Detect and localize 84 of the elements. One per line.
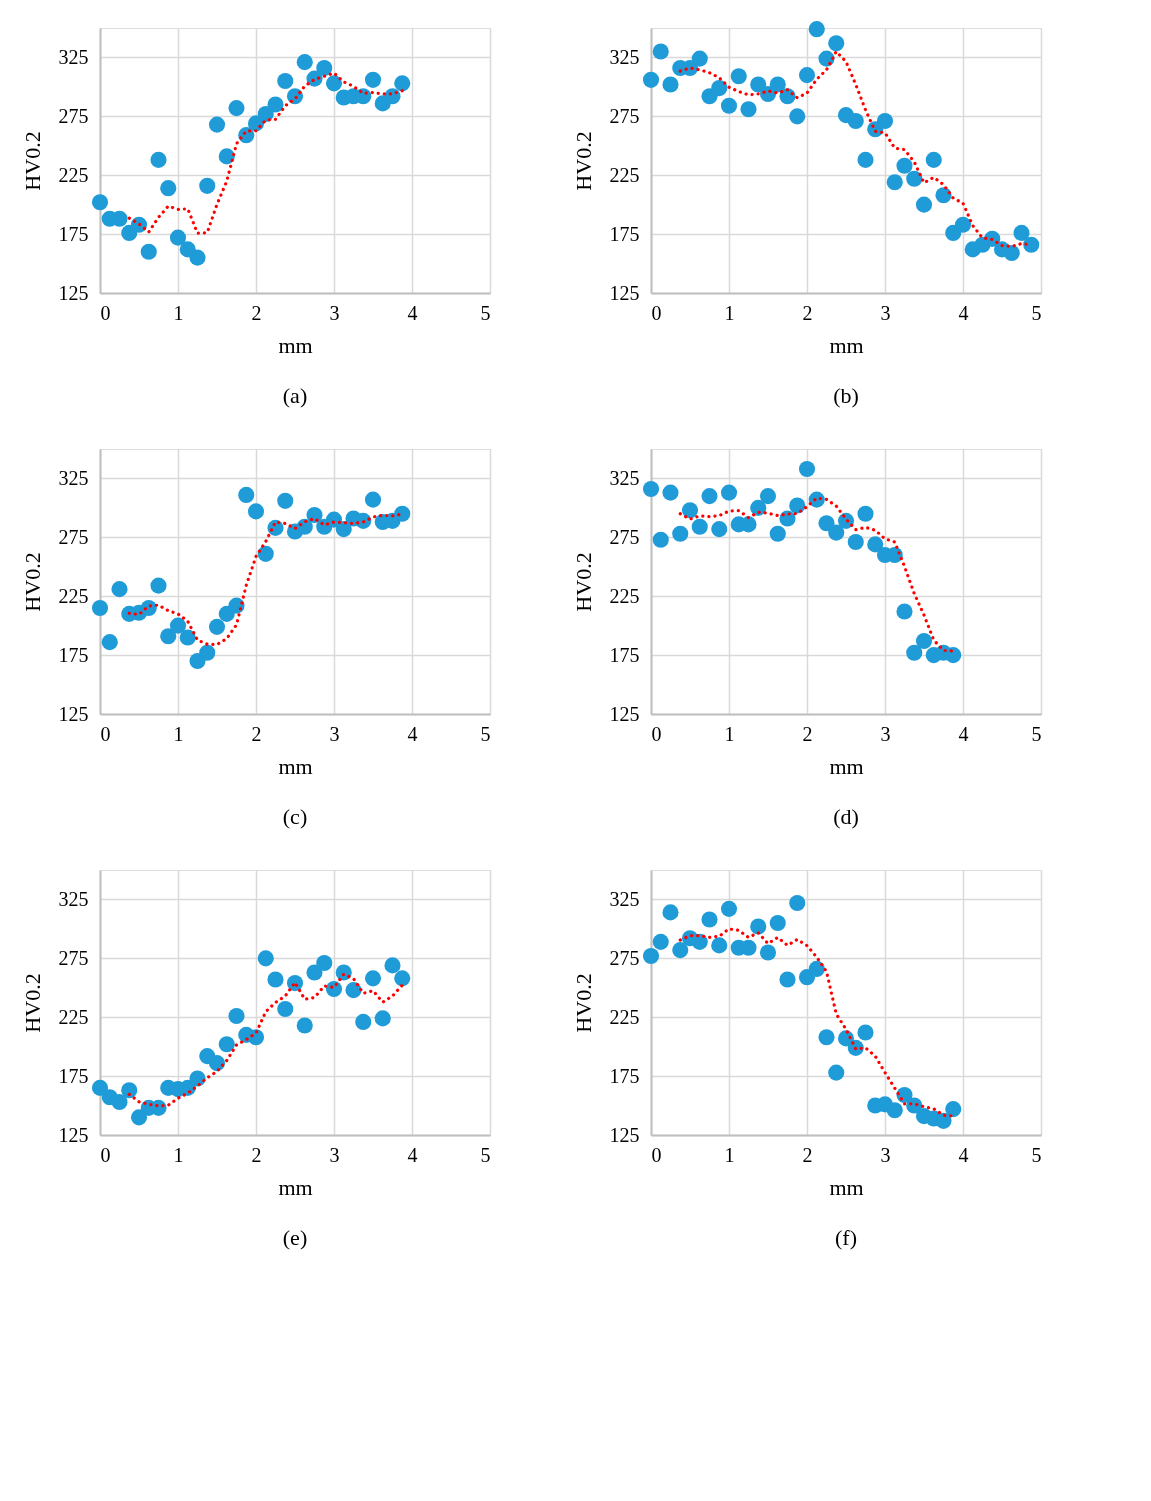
x-tick-label: 1 bbox=[724, 722, 735, 745]
text: (d) bbox=[833, 804, 859, 829]
x-tick-label: 5 bbox=[1031, 1143, 1042, 1166]
x-tick-label: 5 bbox=[1031, 301, 1042, 324]
x-tick-label: 1 bbox=[724, 1143, 735, 1166]
y-tick-label: 275 bbox=[609, 946, 640, 969]
y-tick-label: 225 bbox=[609, 584, 640, 607]
y-tick-label: 175 bbox=[609, 643, 640, 666]
y-axis-title: HV0.2 bbox=[19, 131, 45, 191]
y-tick-label: 175 bbox=[58, 643, 89, 666]
y-tick-label: 125 bbox=[58, 702, 89, 725]
y-tick-label: 275 bbox=[58, 525, 89, 548]
y-tick-label: 225 bbox=[609, 1005, 640, 1028]
y-tick-label: 325 bbox=[609, 466, 640, 489]
y-tick-label: 275 bbox=[609, 104, 640, 127]
y-tick-label: 225 bbox=[609, 163, 640, 186]
y-axis-title: HV0.2 bbox=[570, 131, 596, 191]
x-tick-label: 4 bbox=[407, 301, 418, 324]
y-tick-label: 125 bbox=[609, 1123, 640, 1146]
y-tick-label: 225 bbox=[58, 163, 89, 186]
x-axis-title: mm bbox=[278, 1174, 313, 1200]
y-tick-label: 175 bbox=[609, 1064, 640, 1087]
x-tick-label: 3 bbox=[880, 1143, 891, 1166]
y-tick-label: 175 bbox=[58, 222, 89, 245]
x-tick-label: 3 bbox=[880, 301, 891, 324]
x-tick-label: 1 bbox=[173, 722, 184, 745]
y-tick-label: 175 bbox=[609, 222, 640, 245]
y-axis-title: HV0.2 bbox=[19, 973, 45, 1033]
x-tick-label: 4 bbox=[958, 722, 969, 745]
x-axis-title: mm bbox=[278, 332, 313, 358]
y-axis-title: HV0.2 bbox=[570, 973, 596, 1033]
text: (e) bbox=[282, 1225, 308, 1250]
x-tick-label: 1 bbox=[173, 1143, 184, 1166]
x-tick-label: 0 bbox=[100, 722, 111, 745]
y-tick-label: 275 bbox=[58, 104, 89, 127]
x-tick-label: 0 bbox=[651, 301, 662, 324]
text: (a) bbox=[282, 383, 308, 408]
y-axis-title: HV0.2 bbox=[570, 552, 596, 612]
y-tick-label: 125 bbox=[58, 281, 89, 304]
x-tick-label: 0 bbox=[100, 301, 111, 324]
x-tick-label: 5 bbox=[480, 1143, 491, 1166]
y-tick-label: 325 bbox=[609, 887, 640, 910]
x-tick-label: 4 bbox=[407, 722, 418, 745]
y-axis-title: HV0.2 bbox=[19, 552, 45, 612]
x-axis-title: mm bbox=[278, 753, 313, 779]
x-tick-label: 0 bbox=[100, 1143, 111, 1166]
y-tick-label: 125 bbox=[609, 702, 640, 725]
x-tick-label: 3 bbox=[880, 722, 891, 745]
x-tick-label: 1 bbox=[173, 301, 184, 324]
y-tick-label: 275 bbox=[58, 946, 89, 969]
x-axis-title: mm bbox=[829, 753, 864, 779]
x-tick-label: 3 bbox=[329, 1143, 340, 1166]
text: (b) bbox=[833, 383, 859, 408]
text: (f) bbox=[835, 1225, 857, 1250]
y-tick-label: 325 bbox=[609, 45, 640, 68]
y-tick-label: 125 bbox=[58, 1123, 89, 1146]
x-tick-label: 5 bbox=[480, 722, 491, 745]
x-tick-label: 1 bbox=[724, 301, 735, 324]
x-tick-label: 5 bbox=[1031, 722, 1042, 745]
x-tick-label: 4 bbox=[958, 301, 969, 324]
x-tick-label: 2 bbox=[251, 1143, 262, 1166]
y-tick-label: 325 bbox=[58, 887, 89, 910]
x-tick-label: 4 bbox=[407, 1143, 418, 1166]
x-tick-label: 2 bbox=[251, 722, 262, 745]
x-tick-label: 0 bbox=[651, 1143, 662, 1166]
y-tick-label: 125 bbox=[609, 281, 640, 304]
x-axis-title: mm bbox=[829, 332, 864, 358]
x-tick-label: 5 bbox=[480, 301, 491, 324]
x-tick-label: 3 bbox=[329, 722, 340, 745]
y-tick-label: 275 bbox=[609, 525, 640, 548]
x-tick-label: 2 bbox=[251, 301, 262, 324]
x-tick-label: 3 bbox=[329, 301, 340, 324]
text: (c) bbox=[282, 804, 308, 829]
y-tick-label: 325 bbox=[58, 45, 89, 68]
y-tick-label: 225 bbox=[58, 584, 89, 607]
x-axis-title: mm bbox=[829, 1174, 864, 1200]
y-tick-label: 225 bbox=[58, 1005, 89, 1028]
x-tick-label: 2 bbox=[802, 301, 813, 324]
x-tick-label: 2 bbox=[802, 722, 813, 745]
x-tick-label: 4 bbox=[958, 1143, 969, 1166]
x-tick-label: 2 bbox=[802, 1143, 813, 1166]
x-tick-label: 0 bbox=[651, 722, 662, 745]
y-tick-label: 325 bbox=[58, 466, 89, 489]
y-tick-label: 175 bbox=[58, 1064, 89, 1087]
